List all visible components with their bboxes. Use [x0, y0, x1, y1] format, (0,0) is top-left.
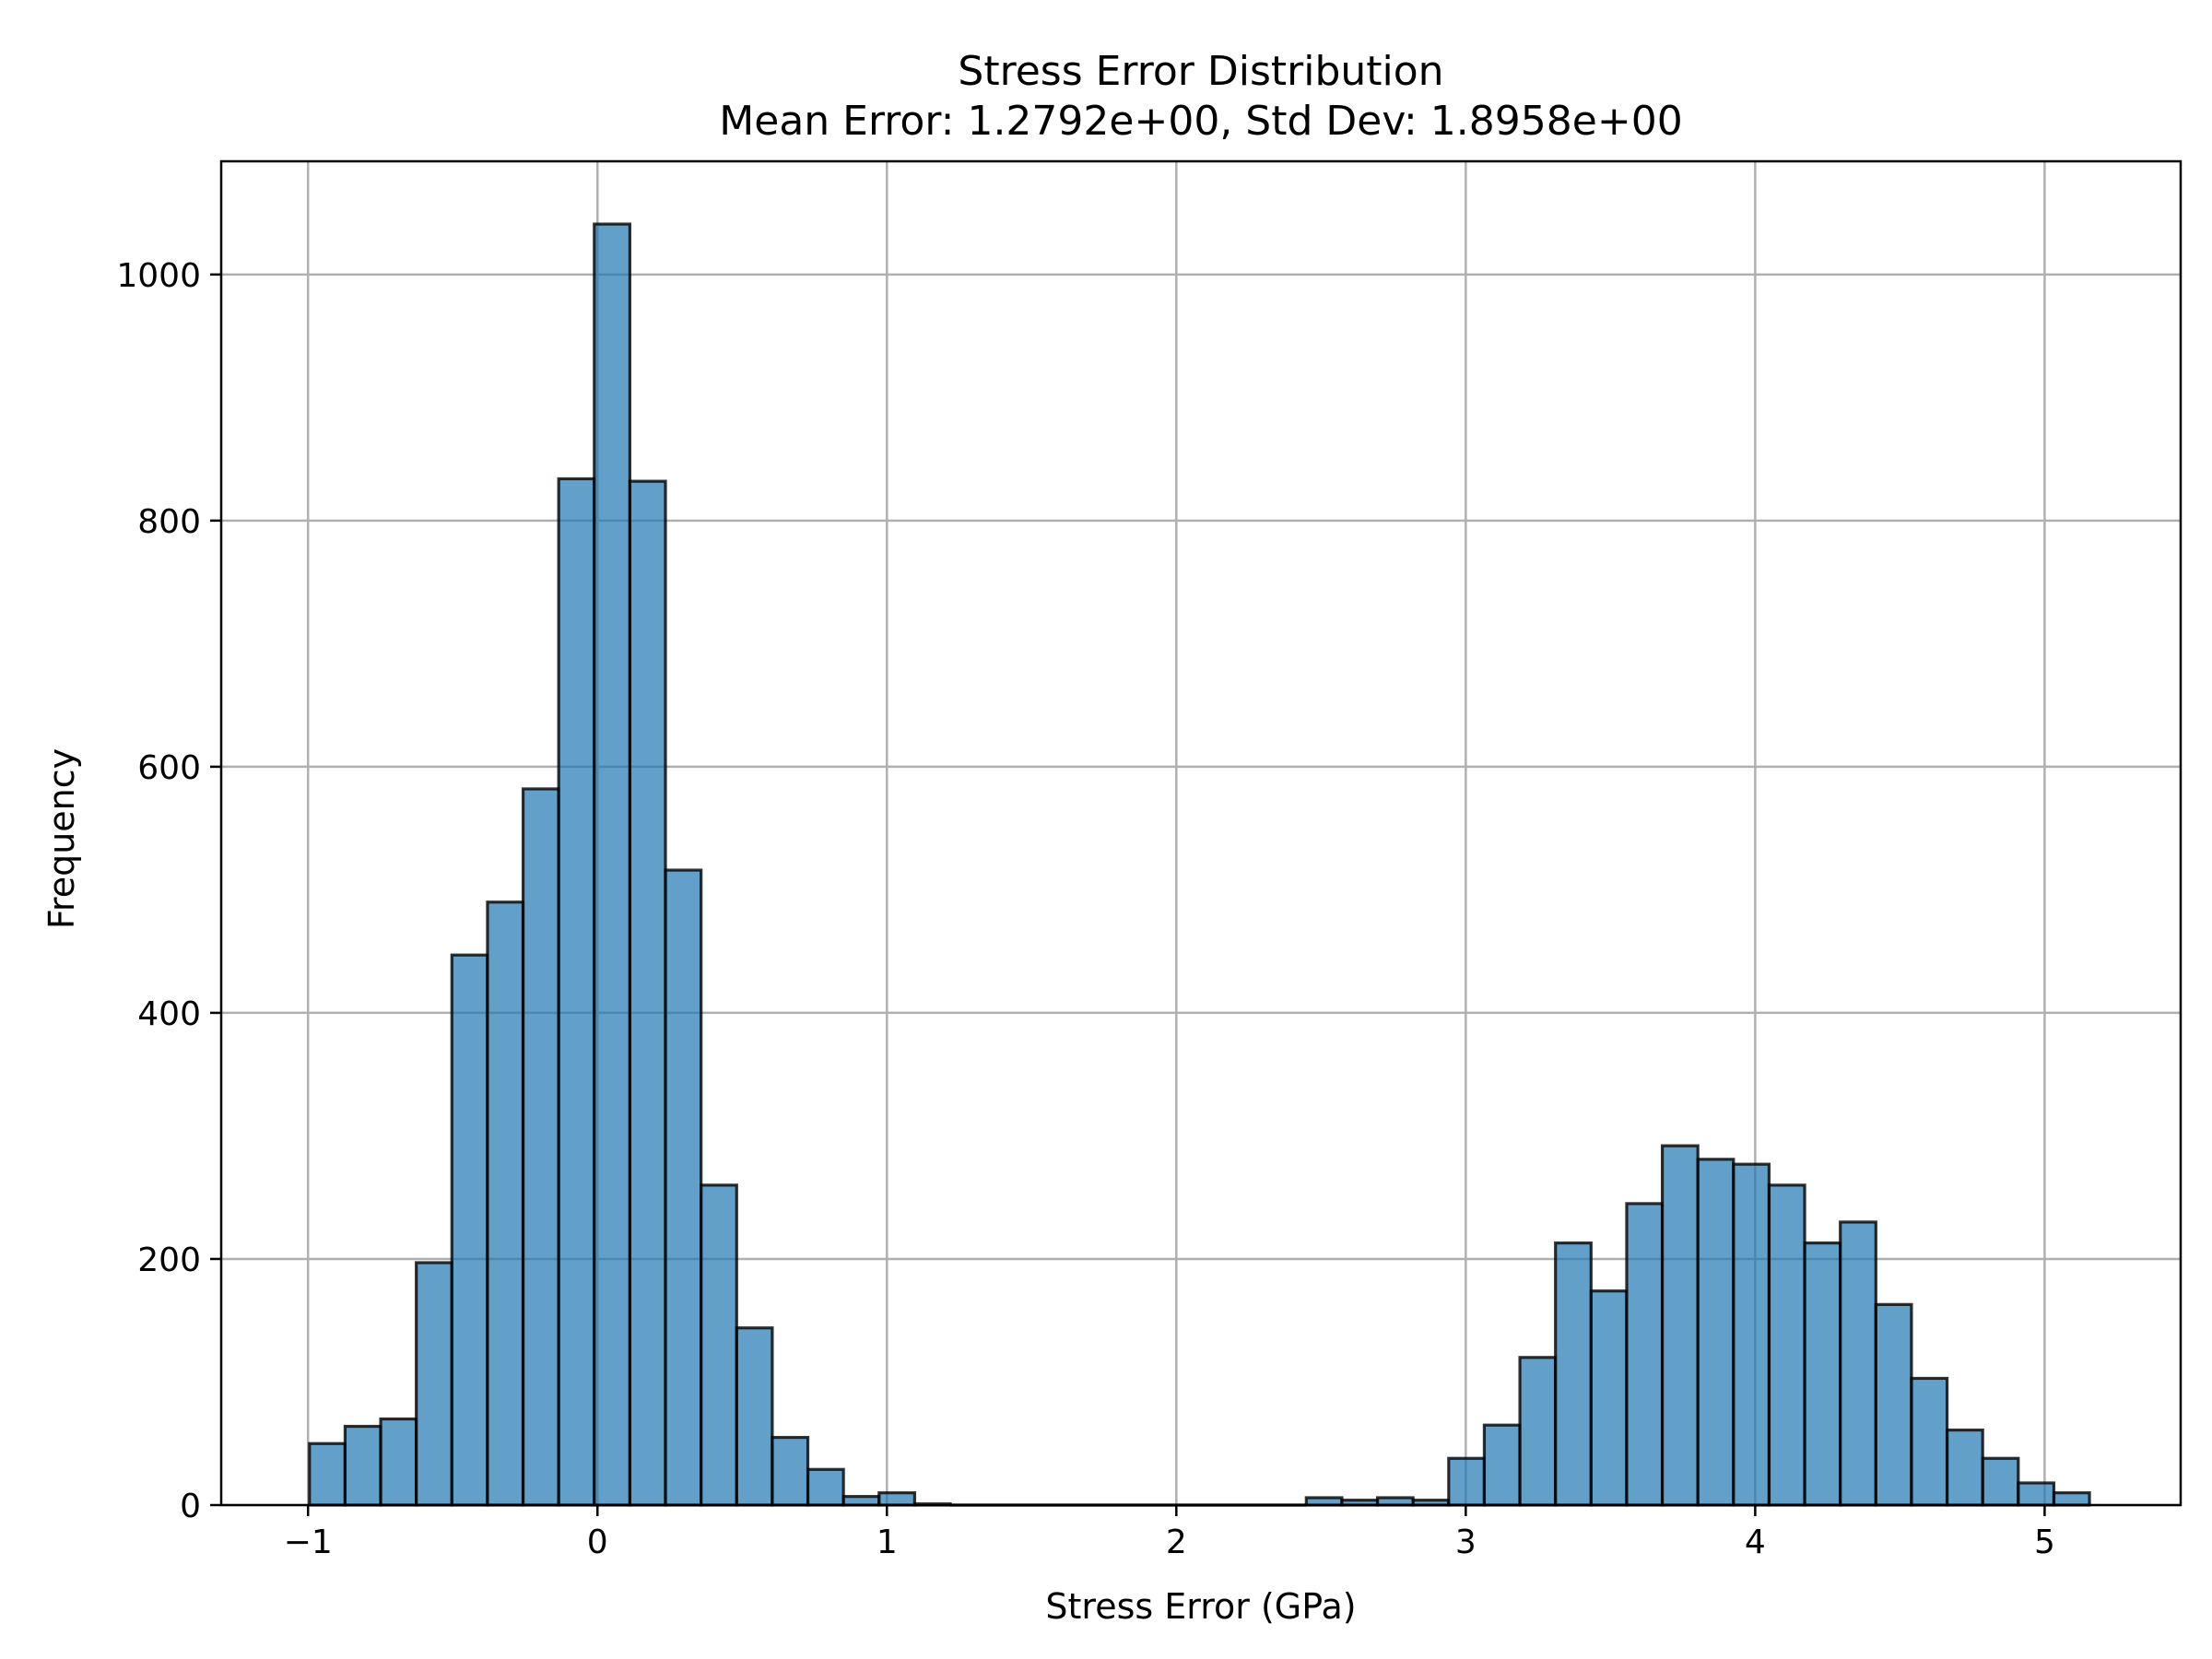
x-tick-label: 2 [1166, 1524, 1187, 1561]
histogram-bar [1554, 1241, 1593, 1507]
histogram-bar [1625, 1202, 1665, 1507]
histogram-bar [735, 1326, 774, 1507]
histogram-bar [1660, 1144, 1700, 1507]
x-tick-label: 3 [1455, 1524, 1477, 1561]
y-tick-label: 0 [180, 1488, 201, 1525]
y-tick-label: 1000 [116, 257, 201, 295]
histogram-bar [700, 1183, 738, 1507]
x-tick-label: −1 [284, 1524, 333, 1561]
histogram-bar [557, 477, 596, 1507]
histogram-bar [1910, 1376, 1949, 1507]
histogram-bar [841, 1495, 881, 1507]
histogram-bar [343, 1424, 382, 1507]
histogram-bar [308, 1441, 347, 1507]
histogram-bar [1732, 1162, 1771, 1507]
x-tick-label: 1 [877, 1524, 898, 1561]
histogram-bar [1696, 1158, 1735, 1507]
histogram-bar [1767, 1183, 1806, 1507]
x-tick-label: 0 [587, 1524, 608, 1561]
histogram-bar [415, 1261, 453, 1507]
histogram-bar [593, 222, 632, 1507]
x-tick-label: 4 [1745, 1524, 1766, 1561]
histogram-bar [1803, 1241, 1842, 1507]
histogram-bar [1839, 1220, 1877, 1507]
histogram-bar [2017, 1481, 2056, 1507]
histogram-bar [1518, 1356, 1558, 1507]
histogram-bar [1981, 1456, 2020, 1507]
histogram-bar [771, 1435, 810, 1507]
axis-ticks: −1 0 1 2 3 4 5 0 200 400 600 800 1000 [116, 257, 2054, 1561]
x-axis-label: Stress Error (GPa) [1045, 1586, 1356, 1627]
histogram-bar [664, 868, 703, 1507]
grid-lines [221, 161, 2181, 1507]
chart-title: Stress Error Distribution [958, 48, 1443, 95]
y-tick-label: 800 [137, 503, 201, 541]
histogram-bar [521, 787, 560, 1507]
plot-frame [219, 159, 2183, 1507]
histogram-bar [1589, 1289, 1629, 1507]
histogram-bar [450, 953, 489, 1507]
histogram-bar [379, 1417, 418, 1507]
y-tick-label: 200 [137, 1241, 201, 1279]
y-axis-label: Frequency [41, 748, 82, 929]
histogram-bar [877, 1491, 917, 1507]
histogram-bar [2052, 1491, 2091, 1507]
y-tick-label: 600 [137, 749, 201, 787]
histogram-bar [1945, 1428, 1984, 1507]
histogram-bar [806, 1467, 845, 1507]
y-tick-label: 400 [137, 995, 201, 1033]
histogram-bar [1447, 1456, 1487, 1507]
histogram-bar [628, 479, 667, 1507]
histogram-bar [486, 900, 525, 1507]
histogram-bar [1874, 1302, 1913, 1507]
histogram-bars [308, 222, 2091, 1507]
chart-subtitle: Mean Error: 1.2792e+00, Std Dev: 1.8958e… [719, 98, 1682, 145]
histogram-bar [1482, 1423, 1522, 1507]
x-tick-label: 5 [2034, 1524, 2055, 1561]
